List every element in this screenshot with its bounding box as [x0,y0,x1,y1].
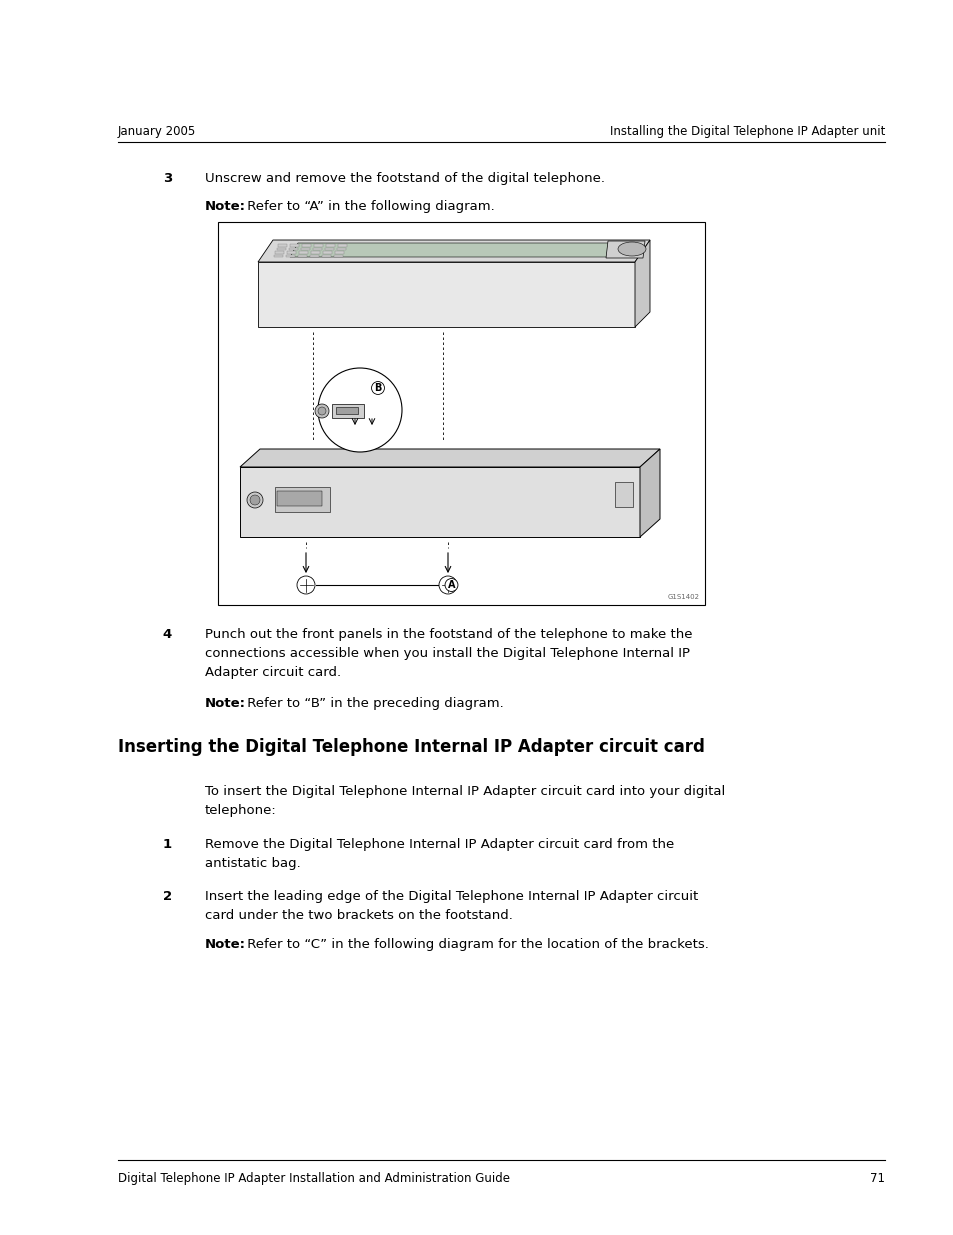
Bar [313,247,321,249]
Bar [334,254,342,257]
Bar [615,482,633,508]
Text: 2: 2 [163,890,172,903]
Text: Note:: Note: [205,697,246,710]
Polygon shape [257,262,635,327]
Bar [335,408,357,414]
Polygon shape [240,450,659,467]
Bar [287,251,295,253]
Text: G1S1402: G1S1402 [667,594,700,600]
Bar [276,247,285,249]
Polygon shape [257,240,649,262]
Text: To insert the Digital Telephone Internal IP Adapter circuit card into your digit: To insert the Digital Telephone Internal… [205,785,724,798]
Bar [311,251,319,253]
Text: card under the two brackets on the footstand.: card under the two brackets on the foots… [205,909,513,923]
Text: Refer to “C” in the following diagram for the location of the brackets.: Refer to “C” in the following diagram fo… [243,939,708,951]
Bar [323,251,332,253]
Text: Adapter circuit card.: Adapter circuit card. [205,666,341,679]
Text: Punch out the front panels in the footstand of the telephone to make the: Punch out the front panels in the footst… [205,629,692,641]
Text: 1: 1 [163,839,172,851]
Text: A: A [447,580,455,590]
Bar [277,245,287,247]
Text: Refer to “B” in the preceding diagram.: Refer to “B” in the preceding diagram. [243,697,503,710]
Bar [314,245,323,247]
Bar [274,487,330,513]
Text: 71: 71 [869,1172,884,1186]
Text: Note:: Note: [205,200,246,212]
Bar [274,254,282,257]
Text: 3: 3 [163,172,172,185]
Polygon shape [639,450,659,537]
Bar [324,247,334,249]
Bar [218,222,704,605]
Bar [309,254,318,257]
Text: Remove the Digital Telephone Internal IP Adapter circuit card from the: Remove the Digital Telephone Internal IP… [205,839,674,851]
Text: 4: 4 [163,629,172,641]
Bar [274,251,284,253]
Bar [285,254,294,257]
Bar [326,245,335,247]
Text: Note:: Note: [205,939,246,951]
Circle shape [438,576,456,594]
Bar [321,254,330,257]
Text: Digital Telephone IP Adapter Installation and Administration Guide: Digital Telephone IP Adapter Installatio… [118,1172,510,1186]
Text: Installing the Digital Telephone IP Adapter unit: Installing the Digital Telephone IP Adap… [609,125,884,138]
Text: Unscrew and remove the footstand of the digital telephone.: Unscrew and remove the footstand of the … [205,172,604,185]
Ellipse shape [618,242,645,256]
Circle shape [296,576,314,594]
Bar [300,247,309,249]
Polygon shape [605,241,644,258]
Bar [336,247,345,249]
Text: B: B [374,383,381,393]
Text: antistatic bag.: antistatic bag. [205,857,300,869]
Circle shape [317,408,326,415]
Text: Insert the leading edge of the Digital Telephone Internal IP Adapter circuit: Insert the leading edge of the Digital T… [205,890,698,903]
Bar [298,251,308,253]
Polygon shape [240,467,639,537]
Bar [288,247,297,249]
Text: January 2005: January 2005 [118,125,196,138]
Bar [332,404,364,417]
Polygon shape [635,240,649,327]
Text: telephone:: telephone: [205,804,276,818]
Circle shape [314,404,329,417]
Text: Refer to “A” in the following diagram.: Refer to “A” in the following diagram. [243,200,495,212]
Bar [302,245,311,247]
Circle shape [250,495,260,505]
Bar [290,245,298,247]
Circle shape [317,368,401,452]
Bar [297,254,306,257]
Text: connections accessible when you install the Digital Telephone Internal IP: connections accessible when you install … [205,647,689,659]
Bar [335,251,344,253]
Text: Inserting the Digital Telephone Internal IP Adapter circuit card: Inserting the Digital Telephone Internal… [118,739,704,756]
Bar [276,492,322,506]
Bar [337,245,347,247]
Polygon shape [290,243,615,257]
Circle shape [247,492,263,508]
